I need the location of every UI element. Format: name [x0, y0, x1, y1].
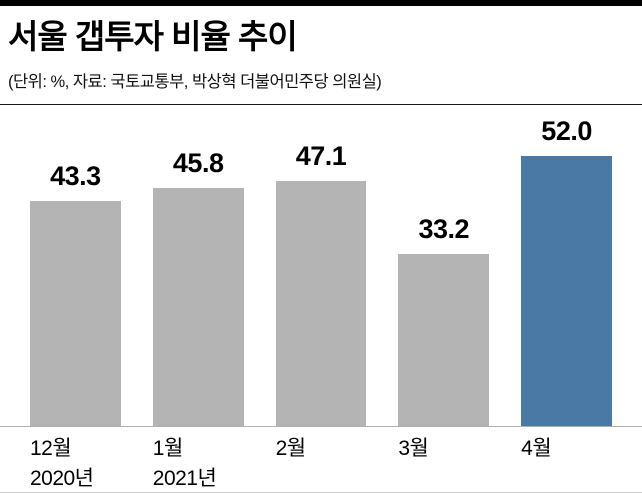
x-axis-label-cell: 2월 — [260, 429, 383, 492]
x-axis-label: 3월 — [398, 429, 489, 464]
bars-area: 43.3 45.8 47.1 33.2 52.0 — [0, 105, 642, 427]
x-axis-label: 1월 2021년 — [152, 429, 244, 492]
page-title: 서울 갭투자 비율 추이 — [8, 18, 298, 55]
x-axis: 12월 2020년 1월 2021년 2월 3월 — [0, 427, 642, 492]
bar-chart: 43.3 45.8 47.1 33.2 52.0 — [0, 105, 642, 492]
x-axis-month: 12월 — [29, 436, 72, 460]
bar-column: 47.1 — [260, 105, 383, 426]
bar-column: 52.0 — [505, 105, 628, 426]
x-axis-label: 4월 — [521, 429, 612, 464]
bar — [152, 187, 244, 426]
bar-highlight — [521, 155, 613, 426]
x-axis-label: 12월 2020년 — [29, 429, 121, 492]
bar — [398, 253, 490, 426]
bar-value-label: 33.2 — [418, 213, 470, 244]
x-axis-label-cell: 12월 2020년 — [14, 429, 137, 492]
x-axis-label: 2월 — [276, 429, 367, 464]
x-axis-month: 2월 — [275, 436, 306, 460]
x-axis-label-cell: 1월 2021년 — [137, 429, 260, 492]
bar-value-label: 45.8 — [172, 147, 224, 178]
bar-value-label: 47.1 — [295, 140, 347, 171]
chart-subtitle: (단위: %, 자료: 국토교통부, 박상혁 더불어민주당 의원실) — [8, 72, 382, 91]
bar-value-label: 43.3 — [50, 160, 101, 191]
x-axis-year: 2021년 — [152, 466, 217, 490]
bar-column: 45.8 — [137, 105, 260, 426]
x-axis-label-cell: 3월 — [382, 429, 505, 492]
x-axis-month: 4월 — [521, 436, 552, 460]
chart-header: 서울 갭투자 비율 추이 (단위: %, 자료: 국토교통부, 박상혁 더불어민… — [0, 6, 642, 92]
x-axis-year: 2020년 — [29, 466, 94, 490]
bar-column: 43.3 — [14, 105, 137, 426]
bar — [275, 180, 367, 426]
x-axis-label-cell: 4월 — [505, 429, 628, 492]
x-axis-month: 1월 — [152, 436, 183, 460]
x-axis-month: 3월 — [398, 436, 429, 460]
top-rule — [0, 0, 642, 6]
bar-column: 33.2 — [382, 105, 505, 426]
header-divider — [0, 103, 642, 105]
bar-value-label: 52.0 — [541, 115, 592, 146]
bar — [29, 200, 121, 426]
